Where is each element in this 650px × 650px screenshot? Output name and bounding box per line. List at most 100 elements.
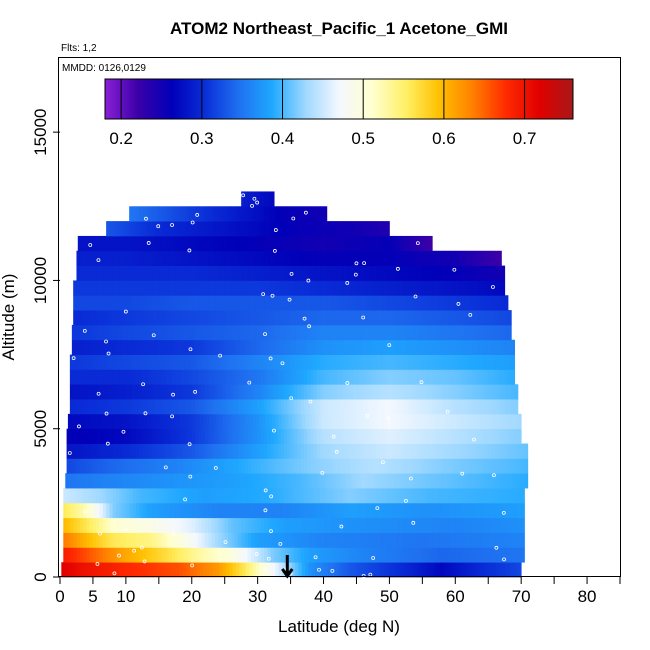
heatmap-cell	[160, 562, 164, 578]
heatmap-cell	[280, 517, 285, 533]
heatmap-cell	[498, 369, 502, 385]
heatmap-cell	[386, 354, 390, 370]
heatmap-cell	[180, 473, 185, 489]
heatmap-cell	[409, 488, 413, 504]
heatmap-cell	[172, 443, 176, 459]
heatmap-cell	[145, 250, 150, 266]
heatmap-cell	[287, 399, 291, 415]
heatmap-cell	[326, 428, 331, 444]
heatmap-cell	[258, 235, 263, 252]
heatmap-cell	[206, 473, 211, 489]
heatmap-cell	[125, 265, 130, 281]
heatmap-cell	[328, 562, 332, 578]
heatmap-cell	[83, 399, 87, 415]
heatmap-cell	[254, 428, 259, 444]
heatmap-cell	[267, 206, 272, 222]
heatmap-cell	[412, 310, 417, 326]
heatmap-cell	[326, 369, 331, 385]
heatmap-cell	[100, 235, 105, 252]
heatmap-cell	[116, 354, 120, 370]
heatmap-cell	[162, 547, 166, 563]
heatmap-cell	[333, 399, 338, 415]
heatmap-cell	[405, 488, 410, 504]
heatmap-cell	[109, 458, 114, 474]
heatmap-cell	[211, 354, 216, 370]
heatmap-cell	[428, 443, 433, 459]
heatmap-cell	[119, 443, 123, 459]
heatmap-cell	[422, 250, 427, 266]
heatmap-cell	[501, 502, 506, 519]
heatmap-cell	[244, 399, 249, 415]
heatmap-cell	[300, 443, 305, 459]
heatmap-cell	[79, 502, 84, 519]
heatmap-cell	[257, 280, 262, 296]
heatmap-cell	[244, 191, 249, 207]
heatmap-cell	[397, 324, 402, 341]
heatmap-cell	[264, 310, 268, 326]
heatmap-cell	[376, 517, 380, 533]
heatmap-cell	[336, 547, 341, 563]
heatmap-cell	[438, 280, 443, 296]
heatmap-cell	[287, 250, 291, 266]
heatmap-cell	[428, 384, 433, 400]
heatmap-cell	[405, 517, 410, 533]
heatmap-cell	[310, 310, 315, 326]
heatmap-cell	[300, 517, 305, 533]
heatmap-cell	[491, 384, 496, 400]
heatmap-cell	[224, 354, 229, 370]
heatmap-cell	[313, 428, 318, 444]
heatmap-cell	[106, 428, 110, 444]
heatmap-cell	[155, 280, 160, 296]
heatmap-cell	[475, 502, 479, 519]
heatmap-cell	[247, 517, 252, 533]
heatmap-cell	[475, 295, 479, 311]
heatmap-cell	[382, 265, 387, 281]
heatmap-cell	[363, 532, 367, 548]
heatmap-cell	[173, 473, 178, 489]
heatmap-cell	[224, 221, 229, 237]
heatmap-cell	[290, 547, 295, 563]
heatmap-cell	[132, 280, 137, 296]
heatmap-cell	[300, 428, 305, 444]
heatmap-cell	[491, 428, 496, 444]
heatmap-cell	[445, 354, 450, 370]
heatmap-cell	[243, 473, 247, 489]
heatmap-cell	[349, 532, 354, 548]
heatmap-cell	[437, 339, 442, 355]
heatmap-cell	[346, 310, 351, 326]
heatmap-cell	[389, 517, 394, 533]
heatmap-cell	[132, 206, 137, 222]
heatmap-cell	[191, 443, 196, 459]
heatmap-cell	[155, 369, 160, 385]
heatmap-cell	[426, 235, 431, 252]
heatmap-cell	[152, 399, 156, 415]
heatmap-cell	[323, 295, 328, 311]
heatmap-cell	[403, 413, 408, 430]
heatmap-cell	[231, 547, 235, 563]
heatmap-cell	[356, 399, 361, 415]
heatmap-cell	[145, 488, 150, 504]
heatmap-cell	[303, 547, 308, 563]
heatmap-cell	[168, 443, 173, 459]
heatmap-cell	[267, 399, 272, 415]
heatmap-cell	[112, 221, 117, 237]
heatmap-cell	[425, 428, 430, 444]
heatmap-cell	[260, 502, 265, 519]
observation-point	[187, 248, 192, 253]
heatmap-cell	[152, 458, 156, 474]
heatmap-cell	[384, 562, 388, 578]
heatmap-cell	[131, 473, 135, 489]
heatmap-cell	[313, 458, 318, 474]
heatmap-cell	[508, 369, 512, 385]
heatmap-cell	[401, 473, 405, 489]
heatmap-cell	[503, 473, 508, 489]
heatmap-cell	[488, 399, 492, 415]
heatmap-cell	[412, 458, 417, 474]
heatmap-cell	[275, 562, 280, 578]
heatmap-cell	[369, 265, 374, 281]
heatmap-cell	[484, 399, 489, 415]
heatmap-cell	[157, 339, 162, 355]
heatmap-cell	[419, 399, 423, 415]
heatmap-cell	[92, 265, 97, 281]
heatmap-cell	[442, 428, 446, 444]
